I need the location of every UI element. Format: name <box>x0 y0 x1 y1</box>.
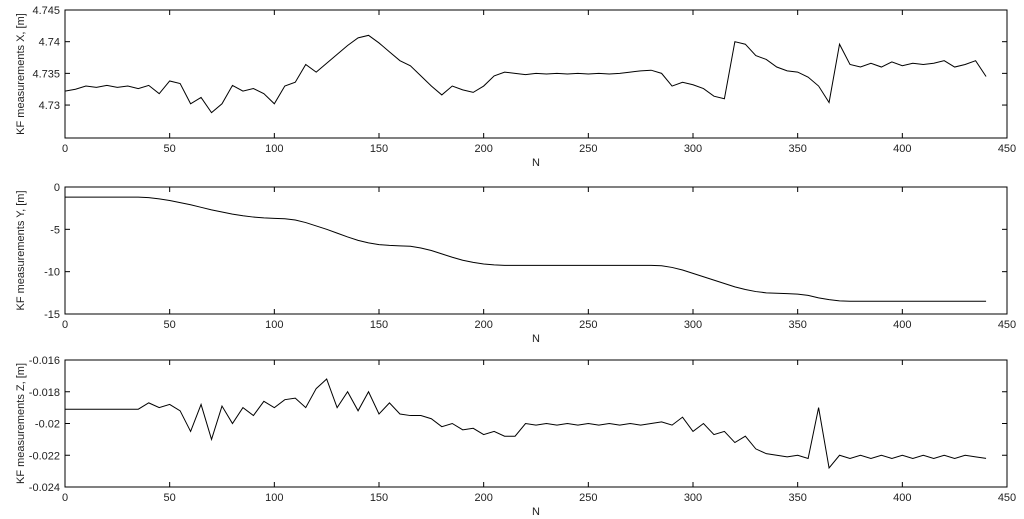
y-tick-label: -0.018 <box>29 387 60 399</box>
x-tick-label: 150 <box>370 143 388 155</box>
y-tick-label: -10 <box>44 267 60 279</box>
x-tick-label: 300 <box>684 492 702 504</box>
y-axis-label: KF measurements Y, [m] <box>15 190 27 310</box>
axes-box <box>64 186 1008 315</box>
y-tick-label: 4.73 <box>39 100 60 112</box>
x-tick-label: 200 <box>474 319 492 331</box>
x-tick-label: 50 <box>164 319 176 331</box>
x-tick-label: 300 <box>684 143 702 155</box>
x-tick-label: 100 <box>265 492 283 504</box>
x-tick-label: 400 <box>893 492 911 504</box>
y-tick-label: -0.022 <box>29 450 60 462</box>
x-tick-label: 400 <box>893 319 911 331</box>
x-tick-label: 250 <box>579 319 597 331</box>
x-tick-label: 350 <box>788 492 806 504</box>
x-tick-label: 100 <box>265 319 283 331</box>
x-tick-label: 150 <box>370 492 388 504</box>
x-tick-label: 50 <box>164 143 176 155</box>
x-tick-label: 0 <box>62 492 68 504</box>
x-tick-label: 100 <box>265 143 283 155</box>
axes-box <box>64 9 1008 139</box>
y-tick-label: -15 <box>44 309 60 321</box>
y-tick-label: 4.735 <box>32 68 60 80</box>
x-tick-label: 450 <box>998 143 1016 155</box>
x-axis-label: N <box>532 333 540 345</box>
y-tick-label: -5 <box>50 224 60 236</box>
y-tick-label: 0 <box>54 182 60 194</box>
y-tick-label: -0.016 <box>29 355 60 367</box>
x-tick-label: 200 <box>474 143 492 155</box>
data-line <box>64 34 987 114</box>
x-tick-label: 50 <box>164 492 176 504</box>
data-line <box>65 196 987 302</box>
y-tick-label: -0.02 <box>35 419 60 431</box>
x-tick-label: 250 <box>579 143 597 155</box>
y-tick-label: 4.745 <box>32 5 60 17</box>
data-line <box>65 378 987 470</box>
x-tick-label: 350 <box>788 319 806 331</box>
x-axis-label: N <box>532 157 540 169</box>
y-tick-label: 4.74 <box>39 37 60 49</box>
x-tick-label: 200 <box>474 492 492 504</box>
x-tick-label: 450 <box>998 319 1016 331</box>
x-tick-label: 0 <box>62 319 68 331</box>
x-tick-label: 300 <box>684 319 702 331</box>
y-axis-label: KF measurements Z, [m] <box>15 363 27 484</box>
x-tick-label: 450 <box>998 492 1016 504</box>
x-tick-label: 250 <box>579 492 597 504</box>
y-tick-label: -0.024 <box>29 482 60 494</box>
x-axis-label: N <box>532 506 540 518</box>
x-tick-label: 400 <box>893 143 911 155</box>
x-tick-label: 150 <box>370 319 388 331</box>
x-tick-label: 350 <box>788 143 806 155</box>
y-axis-label: KF measurements X, [m] <box>15 13 27 135</box>
x-tick-label: 0 <box>62 143 68 155</box>
